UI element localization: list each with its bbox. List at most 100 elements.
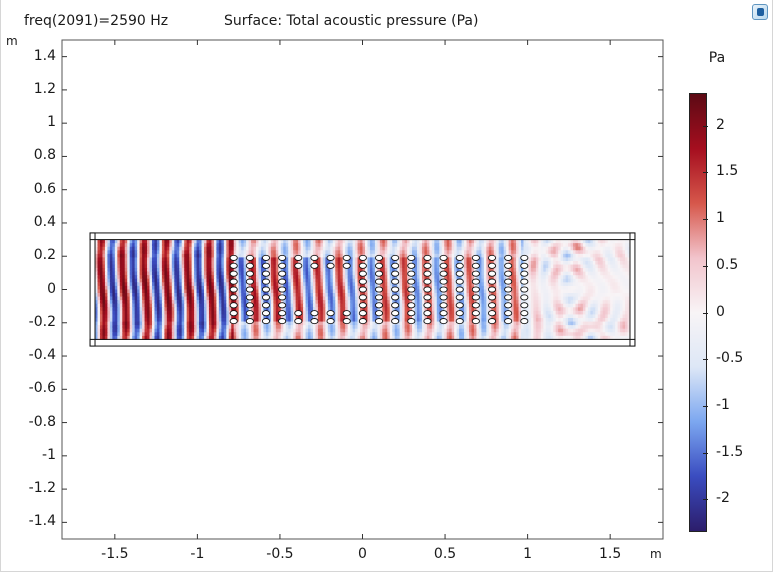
field-cell: [585, 250, 589, 255]
field-cell: [270, 275, 274, 280]
field-cell: [565, 296, 569, 301]
field-cell: [278, 275, 282, 280]
field-cell: [577, 246, 582, 251]
field-cell: [127, 250, 131, 255]
field-cell: [513, 303, 517, 308]
field-cell: [516, 285, 520, 291]
field-cell: [404, 289, 408, 294]
field-cell: [615, 314, 619, 319]
field-cell: [109, 260, 113, 266]
field-cell: [476, 307, 480, 312]
field-cell: [563, 264, 567, 269]
field-cell: [538, 318, 542, 323]
field-cell: [335, 310, 339, 316]
field-cell: [211, 268, 215, 273]
field-cell: [169, 268, 173, 273]
field-cell: [622, 253, 626, 259]
field-cell: [159, 318, 163, 323]
field-cell: [496, 282, 500, 287]
field-cell: [498, 243, 502, 248]
field-cell: [493, 268, 497, 273]
field-cell: [535, 239, 539, 244]
field-cell: [288, 239, 292, 244]
field-cell: [352, 285, 356, 291]
field-cell: [147, 314, 151, 319]
field-cell: [144, 296, 148, 301]
field-cell: [600, 307, 604, 312]
field-cell: [122, 243, 126, 248]
app-logo-icon[interactable]: [752, 4, 768, 20]
field-cell: [516, 282, 520, 287]
field-cell: [352, 278, 356, 283]
field-cell: [570, 243, 574, 248]
field-cell: [122, 239, 126, 244]
field-cell: [627, 285, 631, 291]
field-cell: [605, 285, 609, 291]
field-cell: [535, 296, 539, 301]
field-cell: [513, 282, 517, 287]
field-cell: [590, 260, 594, 266]
field-cell: [156, 300, 161, 305]
field-cell: [367, 250, 371, 255]
field-cell: [350, 282, 354, 287]
field-cell: [134, 307, 138, 312]
field-cell: [570, 268, 574, 273]
field-cell: [384, 282, 388, 287]
field-cell: [337, 282, 341, 287]
field-cell: [441, 239, 445, 244]
field-cell: [213, 250, 217, 255]
field-cell: [134, 303, 138, 308]
field-cell: [550, 278, 554, 283]
field-cell: [508, 300, 512, 305]
field-cell: [203, 289, 208, 294]
field-cell: [112, 282, 116, 287]
field-cell: [360, 250, 364, 255]
field-cell: [174, 303, 178, 308]
field-cell: [590, 303, 594, 308]
field-cell: [211, 260, 215, 266]
field-cell: [320, 303, 324, 308]
field-cell: [424, 250, 428, 255]
field-cell: [416, 303, 421, 308]
field-cell: [464, 264, 468, 269]
field-cell: [112, 275, 116, 280]
field-cell: [109, 310, 113, 316]
field-cell: [295, 303, 299, 308]
field-cell: [325, 296, 329, 301]
field-cell: [421, 250, 426, 255]
field-cell: [461, 300, 465, 305]
field-cell: [496, 318, 500, 323]
field-cell: [434, 250, 438, 255]
field-cell: [597, 253, 601, 259]
field-cell: [481, 278, 485, 283]
field-cell: [434, 310, 438, 316]
field-cell: [355, 296, 359, 301]
field-cell: [139, 310, 143, 316]
field-cell: [548, 296, 552, 301]
field-cell: [612, 246, 616, 251]
field-cell: [360, 300, 364, 305]
field-cell: [600, 239, 604, 244]
field-cell: [305, 285, 309, 291]
field-cell: [258, 285, 262, 291]
field-cell: [164, 253, 168, 259]
field-cell: [288, 303, 292, 308]
field-cell: [179, 310, 183, 316]
field-cell: [156, 318, 161, 323]
field-cell: [295, 293, 299, 298]
field-cell: [545, 303, 549, 308]
field-cell: [337, 275, 341, 280]
field-cell: [300, 282, 304, 287]
field-cell: [350, 253, 354, 259]
field-cell: [491, 243, 495, 248]
field-cell: [516, 260, 520, 266]
field-cell: [127, 314, 131, 319]
field-cell: [332, 293, 336, 298]
field-cell: [201, 307, 205, 312]
field-cell: [421, 296, 426, 301]
field-cell: [498, 318, 502, 323]
field-cell: [124, 285, 128, 291]
field-cell: [317, 246, 321, 251]
field-cell: [592, 282, 596, 287]
